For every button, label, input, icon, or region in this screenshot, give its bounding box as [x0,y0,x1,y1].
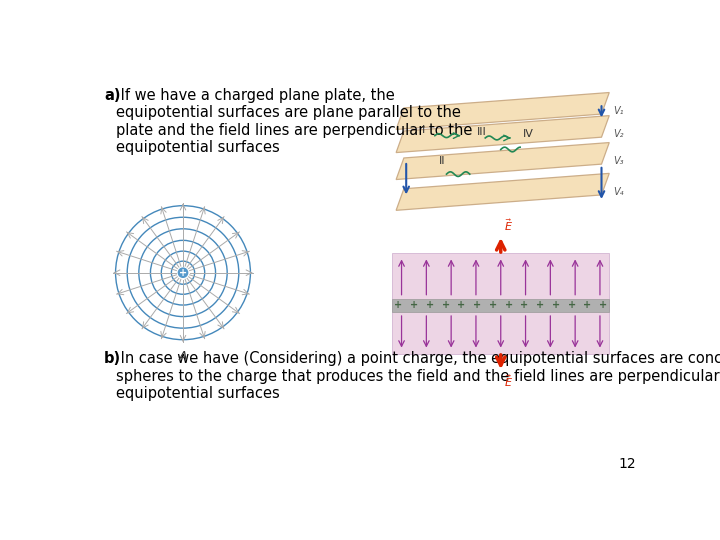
Text: b): b) [104,351,121,366]
Text: III: III [477,127,486,137]
Text: V₄: V₄ [613,187,624,197]
Text: +: + [489,300,497,310]
Text: +: + [441,300,450,310]
Polygon shape [396,92,609,130]
Polygon shape [396,143,609,179]
Text: +: + [552,300,560,310]
Text: A: A [179,350,187,363]
Text: V₂: V₂ [613,129,624,139]
Text: +: + [473,300,481,310]
Text: +: + [457,300,465,310]
Text: V₁: V₁ [613,106,624,116]
Polygon shape [396,116,609,153]
Text: If we have a charged plane plate, the
equipotential surfaces are plane parallel : If we have a charged plane plate, the eq… [116,88,472,155]
Text: In case we have (Considering) a point charge, the equipotential surfaces are con: In case we have (Considering) a point ch… [116,351,720,401]
Text: +: + [521,300,528,310]
Text: IV: IV [523,129,534,139]
Text: $\vec{E}$: $\vec{E}$ [504,218,513,233]
Polygon shape [396,173,609,211]
Bar [392,299,609,312]
Text: +: + [536,300,544,310]
Text: +: + [567,300,575,310]
Circle shape [179,268,188,278]
Text: 12: 12 [618,457,636,471]
Text: V₃: V₃ [613,156,624,166]
Text: a): a) [104,88,120,103]
Text: +: + [395,300,402,310]
Text: +: + [599,300,607,310]
Text: II: II [439,156,446,166]
Text: $\vec{E}$: $\vec{E}$ [504,374,513,389]
Text: +: + [179,268,187,278]
Text: +: + [426,300,434,310]
Bar [392,253,609,354]
Text: +: + [583,300,591,310]
Text: I: I [422,125,425,135]
Text: +: + [505,300,513,310]
Text: +: + [410,300,418,310]
